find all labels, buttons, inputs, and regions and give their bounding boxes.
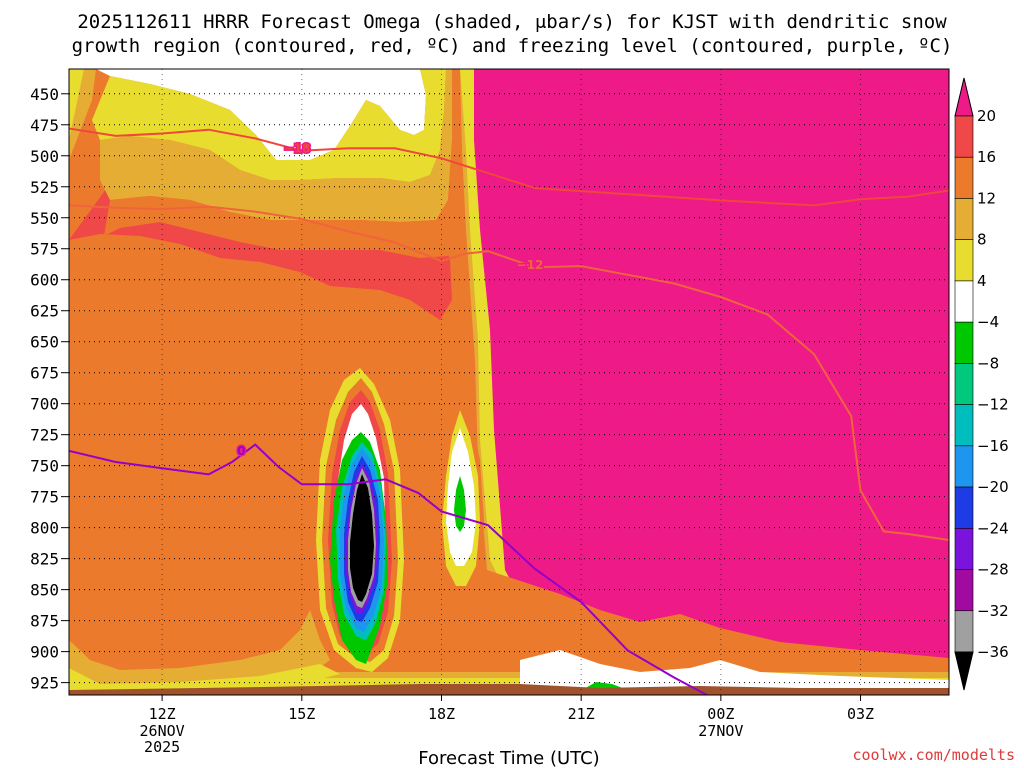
y-axis: 450 475 500 525 550 575 600 625 650 675 700 725 750 7…: [30, 85, 69, 693]
colorbar-label-6: −8: [977, 354, 999, 372]
y-tick-label-0: 450: [30, 85, 59, 104]
x-tick-date-0: 26NOV: [140, 722, 185, 740]
colorbar-segment-10: [954, 486, 974, 529]
contour-line-2: [69, 443, 708, 695]
y-tick-label-7: 625: [30, 302, 59, 321]
colorbar-label-5: −4: [977, 313, 999, 331]
colorbar-segment-11: [954, 528, 974, 570]
y-tick-label-18: 900: [30, 643, 59, 662]
omega-downdraft-core: [350, 474, 374, 602]
contour-line-1: [69, 204, 949, 541]
contour-label-0: −18: [284, 141, 311, 155]
colorbar-label-2: 12: [977, 189, 996, 207]
y-tick-label-13: 775: [30, 488, 59, 507]
y-tick-label-11: 725: [30, 426, 59, 445]
omega-band-lower-left: [69, 610, 330, 690]
y-tick-label-5: 575: [30, 240, 59, 259]
y-tick-label-9: 675: [30, 364, 59, 383]
colorbar-segment-1: [954, 115, 974, 158]
plot-frame: [68, 68, 950, 696]
x-tick-label-4: 00Z: [707, 705, 734, 723]
omega-band-8-12-upper: [100, 69, 452, 222]
colorbar-label-10: −24: [977, 519, 1009, 537]
colorbar-label-3: 8: [977, 231, 987, 249]
contour-lines: −18 −12 0: [69, 127, 949, 695]
colorbar-segment-7: [954, 363, 974, 405]
y-tick-label-16: 850: [30, 581, 59, 600]
colorbar-bottom-arrow: [954, 651, 974, 691]
y-tick-label-4: 550: [30, 209, 59, 228]
x-tick-year-0: 2025: [144, 738, 180, 756]
y-tick-label-1: 475: [30, 116, 59, 135]
y-tick-label-8: 650: [30, 333, 59, 352]
colorbar-segment-4: [954, 239, 974, 282]
colorbar-segment-9: [954, 445, 974, 488]
colorbar-segment-5: [954, 280, 974, 323]
y-tick-label-17: 875: [30, 612, 59, 631]
contour-label-1: −12: [517, 258, 544, 272]
colorbar-label-11: −28: [977, 561, 1009, 579]
colorbar-segment-6: [954, 321, 974, 364]
x-tick-label-5: 03Z: [847, 705, 874, 723]
colorbar-label-4: 4: [977, 272, 987, 290]
colorbar-segment-13: [954, 610, 974, 653]
colorbar-label-7: −12: [977, 396, 1009, 414]
x-tick-date-4: 27NOV: [698, 722, 743, 740]
omega-surface-white: [520, 650, 949, 695]
chart-title-line1: 2025112611 HRRR Forecast Omega (shaded, …: [77, 11, 947, 33]
omega-neutral-top: [96, 69, 426, 160]
y-tick-label-2: 500: [30, 147, 59, 166]
colorbar-label-0: 20: [977, 107, 996, 125]
plot-area: −18 −12 0: [69, 69, 949, 695]
omega-band-12-16-upper: [104, 69, 462, 258]
colorbar-segment-8: [954, 404, 974, 447]
contour-label-2: 0: [237, 444, 245, 458]
grid-lines: [69, 69, 949, 695]
x-tick-label-1: 15Z: [288, 705, 315, 723]
x-tick-label-2: 18Z: [428, 705, 455, 723]
y-tick-label-6: 600: [30, 271, 59, 290]
x-axis-label: Forecast Time (UTC): [418, 748, 599, 768]
y-tick-label-10: 700: [30, 395, 59, 414]
colorbar-segment-12: [954, 569, 974, 612]
terrain-surface: [69, 684, 949, 695]
chart-title-line2: growth region (contoured, red, ºC) and f…: [72, 35, 953, 57]
y-tick-label-12: 750: [30, 457, 59, 476]
omega-band-lower-left-yellow: [69, 664, 340, 694]
colorbar-label-12: −32: [977, 602, 1009, 620]
colorbar: 20 16 12 8 4 −4 −8 −12 −16 −20 −24 −28 −32 −36: [954, 77, 1009, 691]
colorbar-segment-3: [954, 198, 974, 240]
y-tick-label-14: 800: [30, 519, 59, 538]
colorbar-label-9: −20: [977, 478, 1009, 496]
x-tick-label-3: 21Z: [568, 705, 595, 723]
credit-text: coolwx.com/modelts: [852, 746, 1015, 764]
colorbar-label-8: −16: [977, 437, 1009, 455]
colorbar-top-arrow: [954, 77, 974, 117]
contour-line-0: [69, 127, 949, 207]
y-tick-label-19: 925: [30, 674, 59, 693]
y-tick-label-15: 825: [30, 550, 59, 569]
colorbar-label-13: −36: [977, 643, 1009, 661]
colorbar-label-1: 16: [977, 148, 996, 166]
y-tick-label-3: 525: [30, 178, 59, 197]
x-tick-label-0: 12Z: [149, 705, 176, 723]
colorbar-segment-2: [954, 156, 974, 199]
omega-band-yellow-upper: [92, 69, 446, 182]
